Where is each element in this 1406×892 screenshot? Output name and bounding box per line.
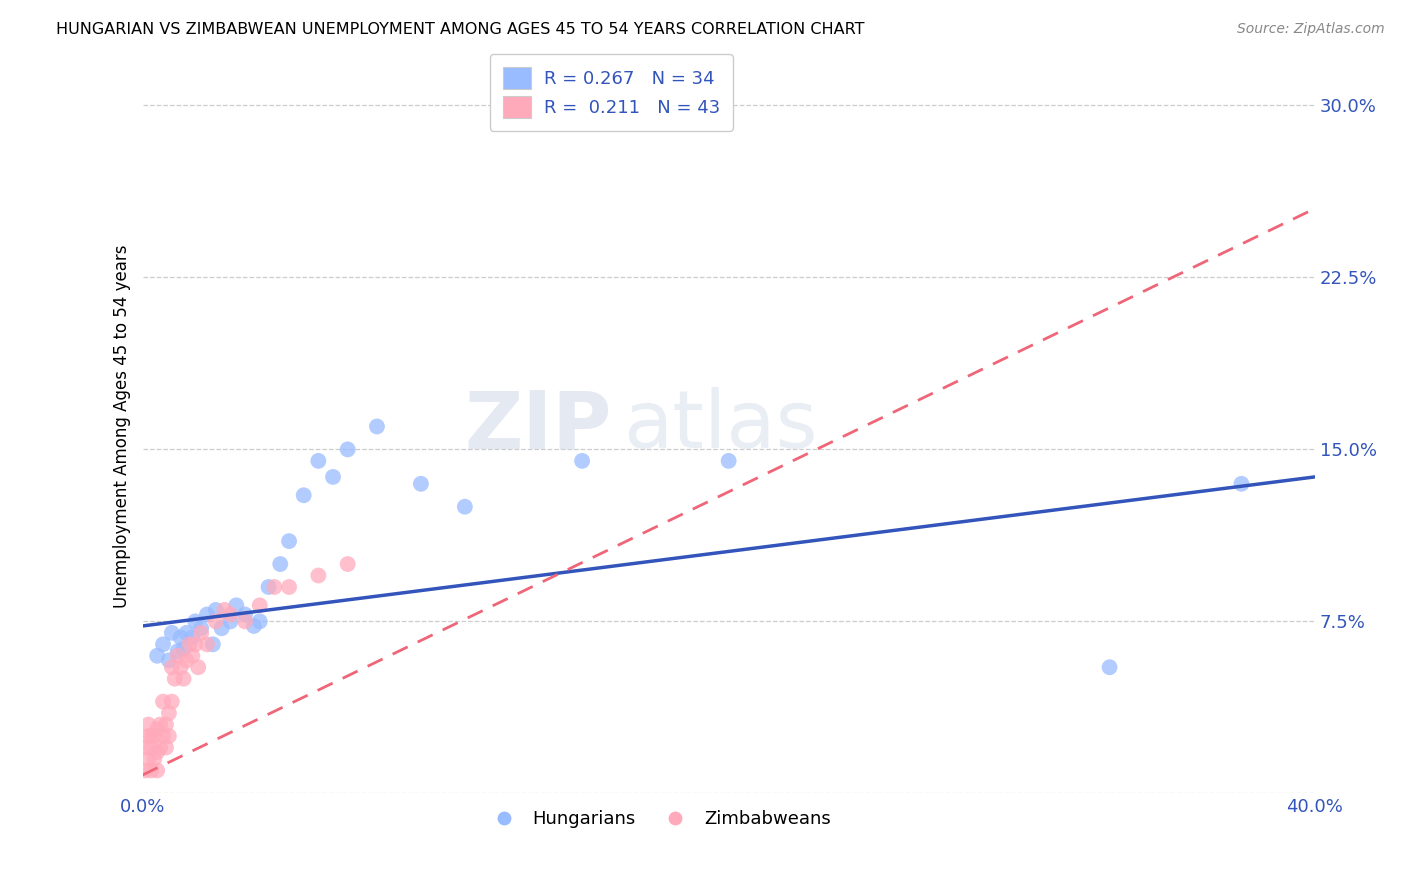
Point	[249, 615, 271, 629]
Point	[336, 442, 359, 457]
Point	[195, 607, 218, 622]
Point	[214, 603, 236, 617]
Point	[181, 648, 204, 663]
Text: HUNGARIAN VS ZIMBABWEAN UNEMPLOYMENT AMONG AGES 45 TO 54 YEARS CORRELATION CHART: HUNGARIAN VS ZIMBABWEAN UNEMPLOYMENT AMO…	[56, 22, 865, 37]
Point	[179, 637, 201, 651]
Point	[146, 648, 169, 663]
Point	[149, 717, 172, 731]
Point	[141, 740, 163, 755]
Point	[187, 660, 209, 674]
Point	[157, 653, 180, 667]
Legend: Hungarians, Zimbabweans: Hungarians, Zimbabweans	[478, 803, 838, 836]
Point	[263, 580, 285, 594]
Point	[322, 470, 344, 484]
Point	[204, 615, 226, 629]
Point	[201, 637, 224, 651]
Point	[134, 740, 156, 755]
Point	[219, 615, 242, 629]
Point	[336, 557, 359, 571]
Point	[149, 740, 172, 755]
Point	[204, 603, 226, 617]
Point	[169, 631, 191, 645]
Point	[152, 729, 174, 743]
Point	[243, 619, 266, 633]
Point	[160, 660, 183, 674]
Point	[219, 607, 242, 622]
Point	[152, 637, 174, 651]
Point	[157, 729, 180, 743]
Point	[307, 568, 329, 582]
Y-axis label: Unemployment Among Ages 45 to 54 years: Unemployment Among Ages 45 to 54 years	[114, 244, 131, 608]
Point	[190, 621, 212, 635]
Text: Source: ZipAtlas.com: Source: ZipAtlas.com	[1237, 22, 1385, 37]
Point	[233, 607, 256, 622]
Point	[160, 625, 183, 640]
Point	[195, 637, 218, 651]
Point	[157, 706, 180, 720]
Point	[146, 722, 169, 736]
Point	[249, 599, 271, 613]
Point	[176, 625, 198, 640]
Point	[155, 717, 177, 731]
Point	[1230, 476, 1253, 491]
Point	[134, 764, 156, 778]
Point	[173, 641, 195, 656]
Point	[143, 752, 166, 766]
Text: ZIP: ZIP	[464, 387, 612, 466]
Point	[155, 740, 177, 755]
Point	[166, 644, 188, 658]
Point	[257, 580, 280, 594]
Point	[190, 625, 212, 640]
Point	[571, 454, 593, 468]
Point	[292, 488, 315, 502]
Point	[307, 454, 329, 468]
Point	[409, 476, 432, 491]
Point	[166, 648, 188, 663]
Point	[184, 615, 207, 629]
Point	[163, 672, 186, 686]
Point	[225, 599, 247, 613]
Point	[233, 615, 256, 629]
Point	[717, 454, 740, 468]
Point	[146, 764, 169, 778]
Point	[138, 729, 160, 743]
Point	[278, 534, 301, 549]
Point	[143, 729, 166, 743]
Point	[184, 637, 207, 651]
Point	[211, 621, 233, 635]
Point	[1098, 660, 1121, 674]
Point	[138, 752, 160, 766]
Point	[141, 729, 163, 743]
Point	[138, 717, 160, 731]
Point	[176, 653, 198, 667]
Point	[173, 672, 195, 686]
Point	[152, 695, 174, 709]
Point	[169, 660, 191, 674]
Point	[278, 580, 301, 594]
Point	[269, 557, 291, 571]
Point	[366, 419, 388, 434]
Point	[181, 631, 204, 645]
Point	[454, 500, 477, 514]
Point	[146, 745, 169, 759]
Point	[141, 764, 163, 778]
Text: atlas: atlas	[623, 387, 817, 466]
Point	[160, 695, 183, 709]
